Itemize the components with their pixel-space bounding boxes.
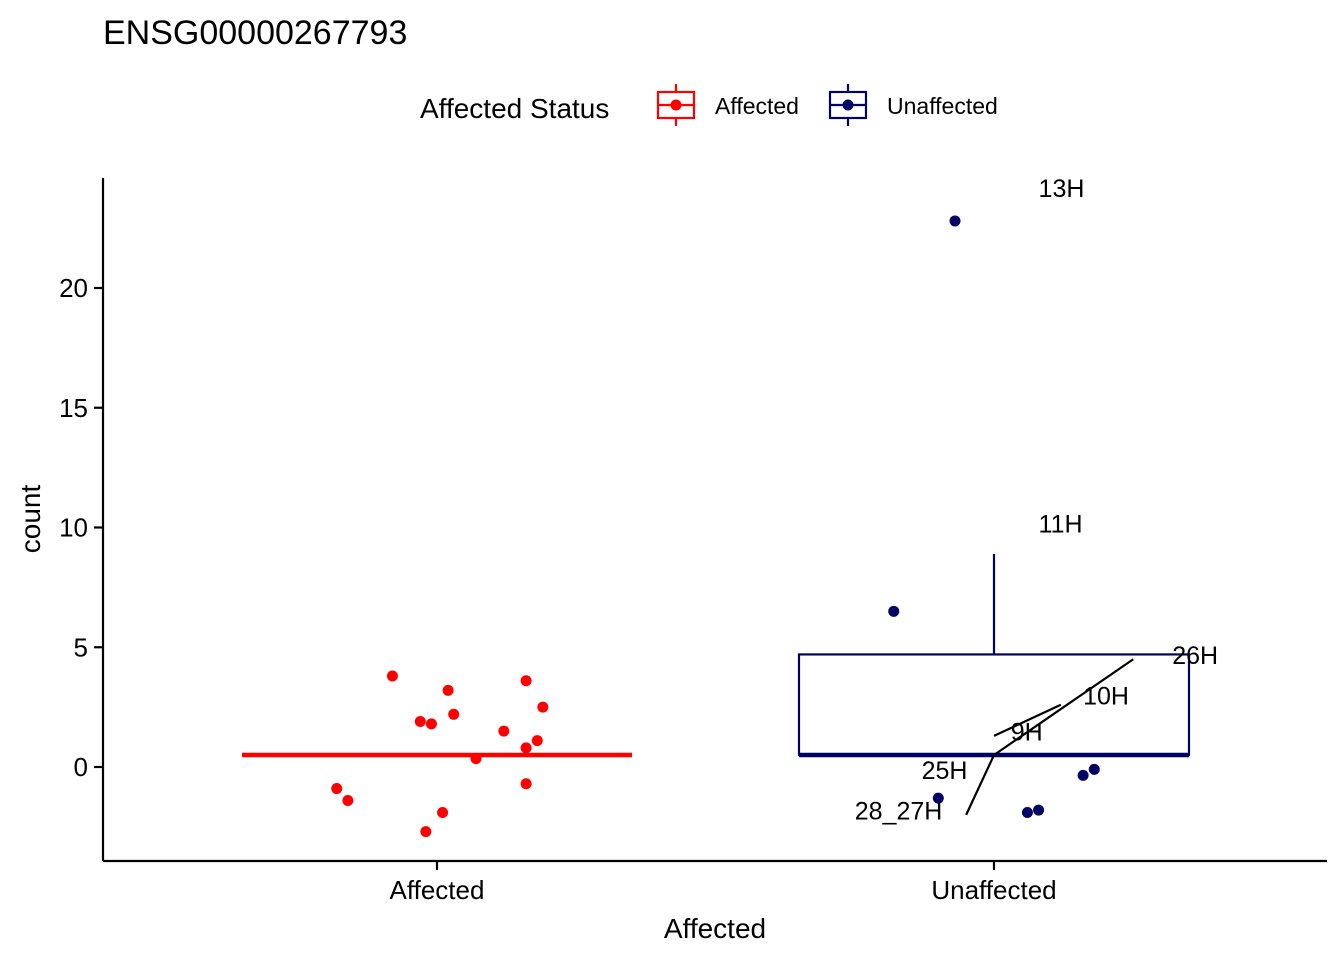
data-point [342, 795, 354, 807]
legend-label: Affected [715, 93, 799, 119]
y-tick-label: 15 [59, 393, 88, 423]
label-leader-line [993, 703, 1062, 737]
x-tick-label: Unaffected [931, 875, 1056, 905]
data-point [888, 605, 900, 617]
data-point [1033, 804, 1045, 816]
data-point [331, 783, 343, 795]
data-point [520, 778, 532, 790]
point-label: 11H [1039, 510, 1083, 538]
data-point [949, 215, 961, 227]
legend-entry-affected: Affected [656, 84, 799, 126]
x-axis: Affected Unaffected [390, 861, 1057, 905]
data-point [470, 753, 482, 765]
data-point [1077, 769, 1089, 781]
legend-key-point [670, 99, 682, 111]
legend-key-point [842, 99, 854, 111]
legend: Affected Status Affected Unaffected [420, 84, 998, 126]
data-point [442, 684, 454, 696]
data-point [537, 701, 549, 713]
data-point [420, 826, 432, 838]
box-unaffected [797, 553, 1191, 758]
point-label: 10H [1083, 683, 1129, 711]
legend-label: Unaffected [887, 93, 998, 119]
point-label: 26H [1172, 642, 1218, 670]
x-tick-label: Affected [390, 875, 485, 905]
y-axis-label: count [15, 485, 46, 554]
legend-title: Affected Status [420, 93, 609, 124]
point-label: 25H [922, 757, 968, 785]
data-point [386, 670, 398, 682]
label-leader-line [965, 754, 995, 816]
data-point [498, 725, 510, 737]
data-point [520, 675, 532, 687]
data-point [437, 807, 449, 819]
y-tick-label: 0 [74, 752, 88, 782]
y-axis: 0 5 10 15 20 [59, 273, 103, 782]
y-tick-label: 5 [74, 632, 88, 662]
label-leader-line [993, 658, 1134, 756]
point-label: 9H [1011, 719, 1043, 747]
data-point [531, 735, 543, 747]
data-point [1088, 763, 1100, 775]
data-point [520, 742, 532, 754]
point-label: 28_27H [855, 798, 943, 826]
data-point [425, 718, 437, 730]
x-axis-label: Affected [664, 913, 766, 944]
y-tick-label: 10 [59, 513, 88, 543]
data-point [414, 715, 426, 727]
data-point [1021, 807, 1033, 819]
data-point [932, 792, 944, 804]
plot-area: 13H 11H 26H 10H 9H 25H 28_27H [242, 175, 1218, 838]
box-iqr [797, 653, 1191, 757]
data-point [448, 708, 460, 720]
y-tick-label: 20 [59, 273, 88, 303]
point-label: 13H [1039, 175, 1085, 203]
chart-title: ENSG00000267793 [103, 14, 407, 52]
legend-entry-unaffected: Unaffected [828, 84, 998, 126]
